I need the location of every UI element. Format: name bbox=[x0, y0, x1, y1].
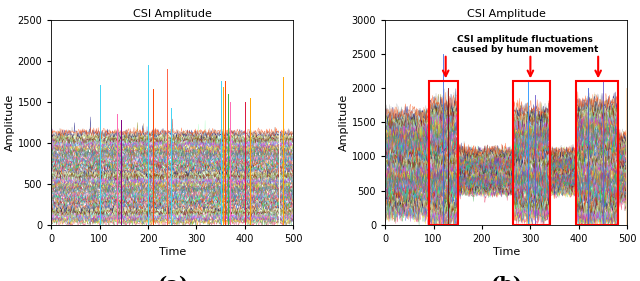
Y-axis label: Amplitude: Amplitude bbox=[4, 94, 15, 151]
Title: CSI Amplitude: CSI Amplitude bbox=[467, 9, 546, 19]
Title: CSI Amplitude: CSI Amplitude bbox=[132, 9, 212, 19]
Bar bbox=[577, 81, 618, 225]
Text: CSI amplitude fluctuations
caused by human movement: CSI amplitude fluctuations caused by hum… bbox=[452, 35, 598, 54]
Bar bbox=[429, 81, 458, 225]
Y-axis label: Amplitude: Amplitude bbox=[339, 94, 349, 151]
Text: (a): (a) bbox=[157, 276, 188, 281]
Text: (b): (b) bbox=[490, 276, 522, 281]
Bar bbox=[513, 81, 550, 225]
X-axis label: Time: Time bbox=[159, 247, 186, 257]
X-axis label: Time: Time bbox=[493, 247, 520, 257]
